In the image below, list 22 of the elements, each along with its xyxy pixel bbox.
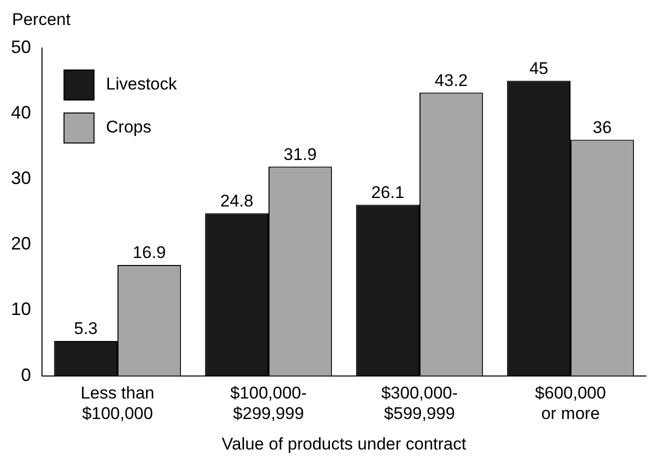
legend-label: Livestock [106, 74, 178, 94]
y-axis-title: Percent [12, 10, 71, 30]
y-tick-label: 0 [21, 364, 32, 385]
x-axis-title: Value of products under contract [222, 434, 466, 454]
data-label: 24.8 [220, 191, 254, 210]
y-tick-label: 30 [10, 168, 32, 188]
data-label: 45 [529, 58, 548, 78]
x-tick-label: $600,000 or more [535, 384, 606, 424]
x-tick-label: $100,000- $299,999 [230, 384, 307, 424]
data-label: 31.9 [284, 144, 317, 164]
data-label: 26.1 [371, 182, 404, 202]
data-label: 16.9 [132, 243, 166, 262]
legend-label: Crops [106, 118, 152, 137]
y-tick-label: 40 [10, 102, 32, 123]
data-label: 5.3 [74, 319, 98, 338]
y-tick-label: 10 [10, 299, 32, 320]
data-label: 43.2 [434, 70, 468, 90]
y-tick-label: 50 [10, 36, 32, 57]
data-label: 36 [592, 118, 612, 137]
x-tick-label: Less than $100,000 [80, 384, 154, 424]
x-tick-label: $300,000- $599,999 [381, 384, 458, 424]
y-tick-label: 20 [10, 234, 32, 254]
